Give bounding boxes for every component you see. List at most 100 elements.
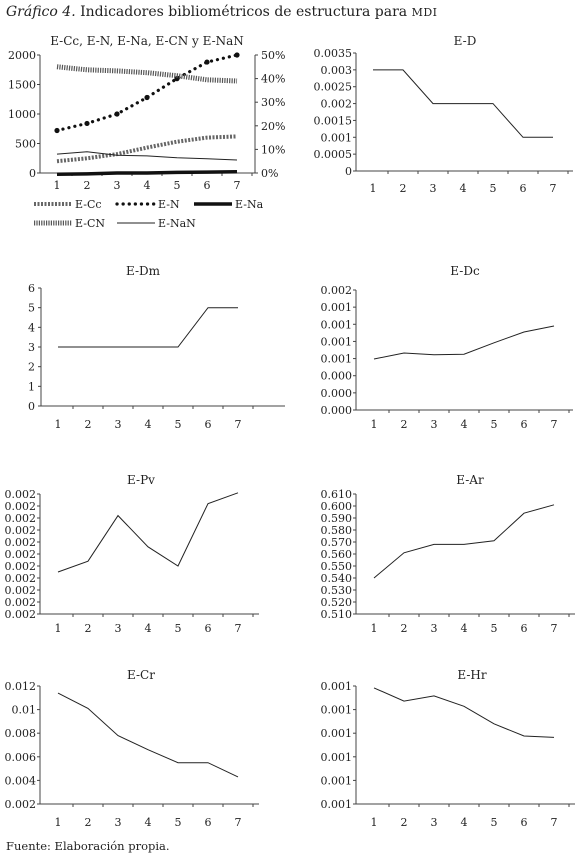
y-tick-label: 1000 (8, 108, 36, 121)
chart-panel: E-Cr 0.002 0.004 0.006 0.008 0.01 0.012 1 2 3 4 5 6 7 (5, 668, 259, 829)
y-tick-label: 0.001 (321, 318, 353, 331)
y-tick-label: 0.004 (5, 774, 37, 787)
y-tick-label: 0 (345, 165, 352, 178)
y-tick-label: 0.520 (321, 596, 353, 609)
x-tick-label: 6 (205, 816, 212, 829)
x-tick-label: 1 (55, 622, 62, 635)
legend-label: E-NaN (158, 217, 196, 230)
x-tick-label: 6 (204, 179, 211, 192)
chart-panel: E-Dc 0.000 0.000 0.000 0.001 0.001 0.001 0.001 0… (321, 264, 573, 431)
chart-title: E-Pv (127, 473, 155, 487)
series-line (373, 504, 555, 579)
series-line (373, 325, 555, 360)
x-tick-label: 5 (175, 418, 182, 431)
y-tick-label: 0.002 (5, 500, 37, 513)
y-tick-label: 0.0015 (314, 114, 353, 127)
x-tick-label: 1 (371, 622, 378, 635)
chart-title: E-Cc, E-N, E-Na, E-CN y E-NaN (50, 34, 244, 48)
x-tick-label: 1 (371, 418, 378, 431)
chart-title: E-Hr (457, 668, 487, 682)
x-tick-label: 6 (205, 418, 212, 431)
chart-panel: E-D 0 0.0005 0.001 0.0015 0.002 0.0025 0.003 0.0… (314, 34, 573, 195)
y-tick-label: 0.000 (321, 387, 353, 400)
x-tick-label: 7 (550, 182, 557, 195)
x-tick-label: 2 (401, 816, 408, 829)
y-tick-label: 0.001 (321, 335, 353, 348)
x-tick-label: 1 (371, 816, 378, 829)
y-tick-label: 0.002 (321, 284, 353, 297)
series-point (84, 120, 90, 127)
x-tick-label: 6 (521, 816, 528, 829)
x-tick-label: 2 (400, 182, 407, 195)
x-tick-label: 3 (431, 816, 438, 829)
y-tick-label: 0.002 (5, 548, 37, 561)
x-tick-label: 3 (431, 622, 438, 635)
series-point (144, 94, 150, 101)
x-tick-label: 4 (461, 418, 468, 431)
y-tick-label: 0.006 (5, 751, 37, 764)
x-tick-label: 4 (461, 816, 468, 829)
series-line (57, 492, 239, 573)
x-tick-label: 2 (401, 622, 408, 635)
series-point (234, 52, 240, 58)
x-tick-label: 5 (491, 816, 498, 829)
x-tick-label: 2 (85, 622, 92, 635)
y-tick-label: 0.540 (321, 572, 353, 585)
y-tick-label: 0.001 (321, 798, 353, 811)
y-tick-label: 0.0035 (314, 47, 353, 60)
y-tick-label: 0.001 (321, 704, 353, 717)
y-tick-label: 4 (28, 321, 35, 334)
y-tick-label: 0.0025 (314, 81, 353, 94)
y-tick-label: 0.003 (321, 64, 353, 77)
y-tick-label: 0.590 (321, 512, 353, 525)
y-tick-label: 0.002 (5, 488, 37, 501)
y-tick-label: 0.001 (321, 751, 353, 764)
figure-title-text: Indicadores bibliométricos de estructura… (80, 4, 408, 20)
y-tick-label: 0.560 (321, 548, 353, 561)
y-tick-label: 0 (29, 167, 36, 180)
x-tick-label: 3 (115, 622, 122, 635)
chart-panel: E-Hr 0.001 0.001 0.001 0.001 0.001 0.001 1 2 3 4 5 6… (321, 668, 575, 829)
y-tick-label: 0.002 (5, 536, 37, 549)
series-line-zigzag (56, 134, 238, 164)
legend-label: E-N (158, 198, 180, 211)
x-tick-label: 7 (551, 622, 558, 635)
x-tick-label: 6 (521, 418, 528, 431)
x-tick-label: 1 (55, 816, 62, 829)
x-tick-label: 3 (430, 182, 437, 195)
y-tick-label: 3 (28, 341, 35, 354)
x-tick-label: 1 (370, 182, 377, 195)
series-line (373, 69, 553, 138)
x-tick-label: 7 (551, 418, 558, 431)
chart-panel: E-Pv0.0020.0020.0020.0020.0020.0020.0020… (5, 473, 259, 635)
y2-tick-label: 0% (261, 167, 278, 180)
y2-tick-label: 50% (261, 49, 285, 62)
x-tick-label: 7 (551, 816, 558, 829)
y-tick-label: 0.01 (12, 704, 37, 717)
x-tick-label: 3 (431, 418, 438, 431)
x-tick-label: 5 (174, 179, 181, 192)
legend-label: E-Na (235, 198, 264, 211)
series-line (58, 307, 238, 348)
x-tick-label: 5 (175, 622, 182, 635)
x-tick-label: 3 (115, 418, 122, 431)
series-line-thick (56, 170, 238, 176)
x-tick-label: 5 (175, 816, 182, 829)
figure-label: Gráfico 4. (6, 4, 76, 20)
y-tick-label: 1500 (8, 79, 36, 92)
x-tick-label: 4 (145, 816, 152, 829)
x-tick-label: 1 (55, 418, 62, 431)
x-tick-label: 7 (235, 622, 242, 635)
y-tick-label: 500 (15, 138, 36, 151)
x-tick-label: 6 (520, 182, 527, 195)
y-tick-label: 0.0005 (314, 148, 353, 161)
y-tick-label: 0.002 (5, 524, 37, 537)
x-tick-label: 5 (490, 182, 497, 195)
x-tick-label: 2 (401, 418, 408, 431)
x-tick-label: 3 (114, 179, 121, 192)
series-line (373, 687, 555, 738)
y-tick-label: 0.002 (5, 572, 37, 585)
y-tick-label: 2 (28, 361, 35, 374)
y2-tick-label: 20% (261, 120, 285, 133)
x-tick-label: 7 (235, 816, 242, 829)
